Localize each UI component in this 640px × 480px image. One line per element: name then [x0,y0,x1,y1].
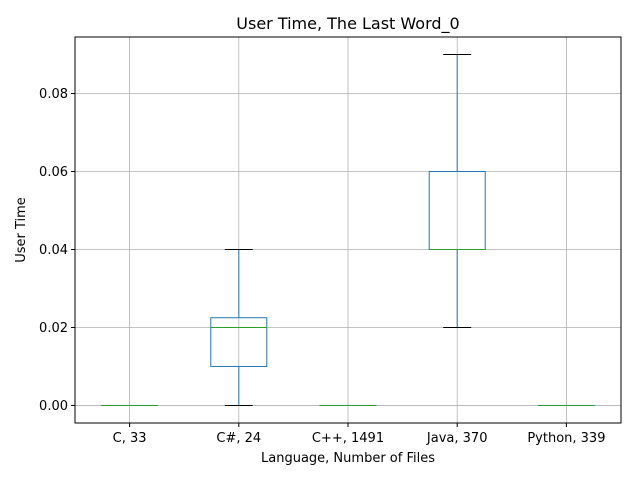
x-tick-label: C#, 24 [216,431,261,446]
y-axis-ticks: 0.00 0.02 0.04 0.06 0.08 [39,87,75,414]
x-tick-label: C++, 1491 [312,431,384,446]
chart-title: User Time, The Last Word_0 [236,14,459,34]
y-tick-label: 0.06 [39,165,68,180]
x-tick-label: Java, 370 [426,431,488,446]
box-iqr [210,317,268,367]
box-1 [210,248,268,406]
y-tick-label: 0.00 [39,399,68,414]
x-axis-ticks: C, 33 C#, 24 C++, 1491 Java, 370 Python, 339 [113,423,605,446]
y-tick-label: 0.04 [39,243,68,258]
x-tick-label: C, 33 [113,431,147,446]
box-3 [428,54,486,328]
x-axis-label: Language, Number of Files [261,451,435,466]
grid-lines [75,37,621,423]
x-tick-label: Python, 339 [527,431,605,446]
y-tick-label: 0.08 [39,87,68,102]
box-plot-series [101,54,595,406]
y-axis-label: User Time [14,197,29,263]
y-tick-label: 0.02 [39,321,68,336]
